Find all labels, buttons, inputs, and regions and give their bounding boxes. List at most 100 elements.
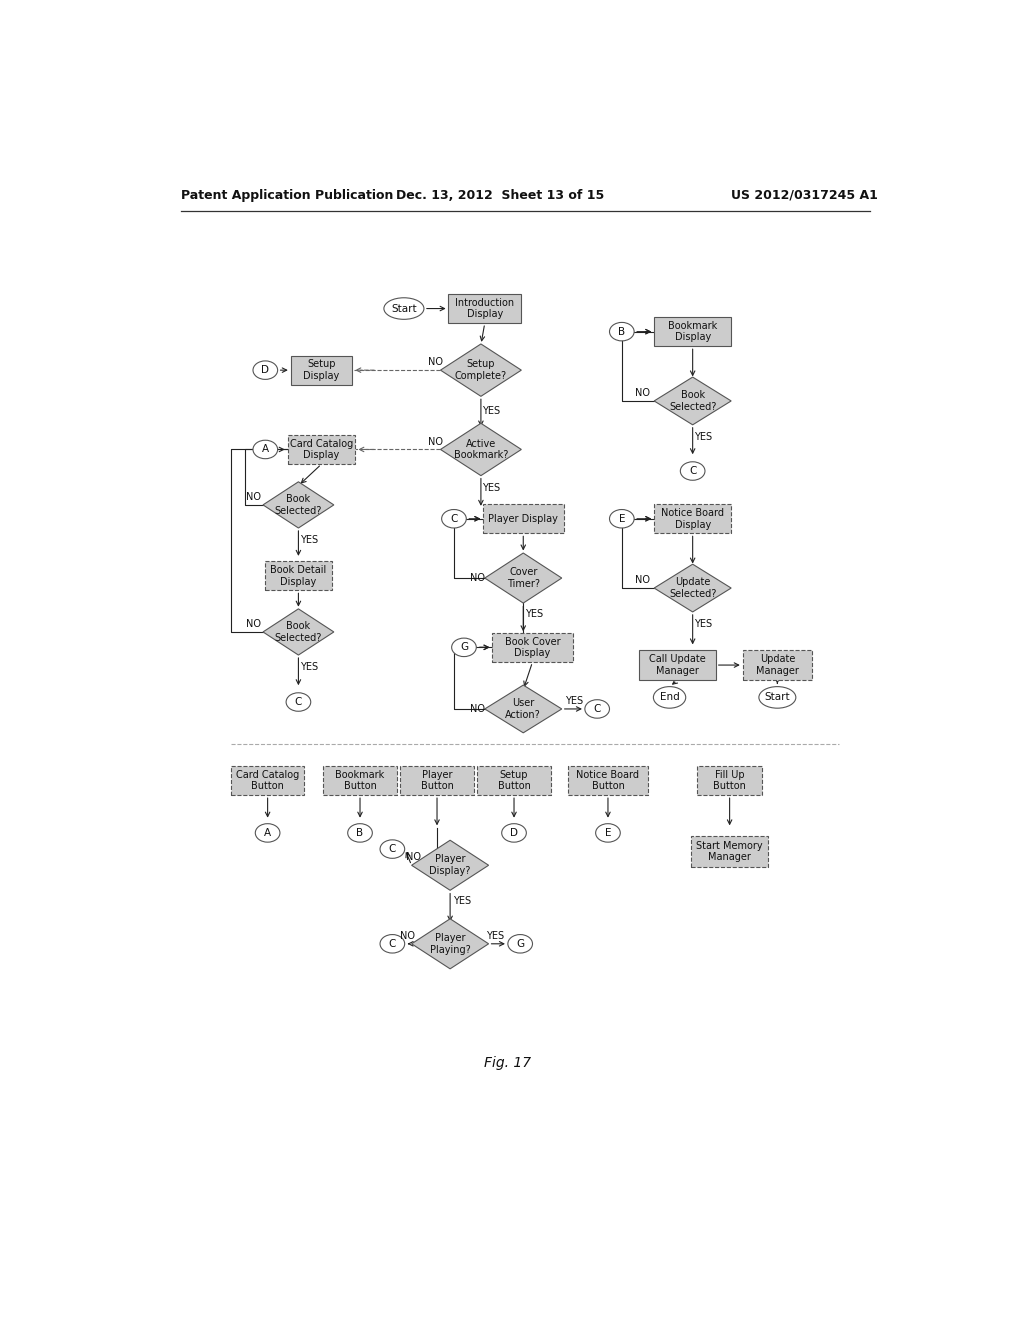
Text: Book Detail
Display: Book Detail Display xyxy=(270,565,327,586)
Ellipse shape xyxy=(759,686,796,708)
Text: Introduction
Display: Introduction Display xyxy=(456,298,514,319)
Ellipse shape xyxy=(680,462,705,480)
Text: C: C xyxy=(389,843,396,854)
FancyBboxPatch shape xyxy=(654,317,731,346)
Ellipse shape xyxy=(609,322,634,341)
Polygon shape xyxy=(412,919,488,969)
Text: Patent Application Publication: Patent Application Publication xyxy=(180,189,393,202)
Text: YES: YES xyxy=(694,432,713,442)
Polygon shape xyxy=(654,378,731,425)
Text: B: B xyxy=(356,828,364,838)
Text: Setup
Button: Setup Button xyxy=(498,770,530,792)
Text: Call Update
Manager: Call Update Manager xyxy=(649,655,706,676)
Text: Card Catalog
Button: Card Catalog Button xyxy=(236,770,299,792)
Polygon shape xyxy=(412,841,488,890)
Polygon shape xyxy=(440,424,521,475)
FancyBboxPatch shape xyxy=(691,836,768,867)
Text: NO: NO xyxy=(246,492,261,502)
Text: YES: YES xyxy=(453,896,471,907)
FancyBboxPatch shape xyxy=(483,504,563,533)
FancyBboxPatch shape xyxy=(742,649,812,681)
Polygon shape xyxy=(263,609,334,655)
Polygon shape xyxy=(654,564,731,612)
Text: Active
Bookmark?: Active Bookmark? xyxy=(454,438,508,461)
Text: User
Action?: User Action? xyxy=(506,698,541,719)
Ellipse shape xyxy=(253,360,278,379)
Text: Player Display: Player Display xyxy=(488,513,558,524)
Text: Book Cover
Display: Book Cover Display xyxy=(505,636,560,659)
Text: Setup
Display: Setup Display xyxy=(303,359,340,381)
Ellipse shape xyxy=(348,824,373,842)
Text: NO: NO xyxy=(635,388,650,399)
Text: B: B xyxy=(618,326,626,337)
Text: Setup
Complete?: Setup Complete? xyxy=(455,359,507,381)
Polygon shape xyxy=(484,685,562,733)
Ellipse shape xyxy=(596,824,621,842)
Text: Book
Selected?: Book Selected? xyxy=(274,622,323,643)
Text: NO: NO xyxy=(428,437,443,446)
FancyBboxPatch shape xyxy=(449,294,521,323)
Ellipse shape xyxy=(585,700,609,718)
Ellipse shape xyxy=(384,298,424,319)
Text: E: E xyxy=(618,513,625,524)
Text: D: D xyxy=(510,828,518,838)
FancyBboxPatch shape xyxy=(324,766,396,795)
Text: Start: Start xyxy=(391,304,417,314)
FancyBboxPatch shape xyxy=(264,561,333,590)
Text: Bookmark
Display: Bookmark Display xyxy=(668,321,717,342)
Text: YES: YES xyxy=(482,407,500,416)
Text: Bookmark
Button: Bookmark Button xyxy=(336,770,385,792)
Text: D: D xyxy=(261,366,269,375)
Polygon shape xyxy=(263,482,334,528)
Text: YES: YES xyxy=(694,619,713,630)
Text: Card Catalog
Display: Card Catalog Display xyxy=(290,438,353,461)
FancyBboxPatch shape xyxy=(697,766,762,795)
Text: YES: YES xyxy=(565,696,583,706)
Ellipse shape xyxy=(609,510,634,528)
Text: C: C xyxy=(689,466,696,477)
Text: YES: YES xyxy=(482,483,500,492)
Text: C: C xyxy=(451,513,458,524)
Text: YES: YES xyxy=(300,661,318,672)
Text: NO: NO xyxy=(470,704,484,714)
FancyBboxPatch shape xyxy=(231,766,304,795)
Text: US 2012/0317245 A1: US 2012/0317245 A1 xyxy=(730,189,878,202)
Ellipse shape xyxy=(255,824,280,842)
Ellipse shape xyxy=(653,686,686,708)
FancyBboxPatch shape xyxy=(567,766,648,795)
Text: Player
Playing?: Player Playing? xyxy=(430,933,470,954)
Text: G: G xyxy=(460,643,468,652)
Text: C: C xyxy=(594,704,601,714)
Ellipse shape xyxy=(441,510,466,528)
FancyBboxPatch shape xyxy=(639,649,716,681)
FancyBboxPatch shape xyxy=(477,766,551,795)
Text: Update
Manager: Update Manager xyxy=(756,655,799,676)
Text: Player
Button: Player Button xyxy=(421,770,454,792)
Text: Start Memory
Manager: Start Memory Manager xyxy=(696,841,763,862)
Text: Notice Board
Button: Notice Board Button xyxy=(577,770,639,792)
Text: C: C xyxy=(295,697,302,708)
Text: Update
Selected?: Update Selected? xyxy=(669,577,717,599)
Text: NO: NO xyxy=(246,619,261,630)
Polygon shape xyxy=(484,553,562,603)
Ellipse shape xyxy=(286,693,310,711)
Text: YES: YES xyxy=(525,610,543,619)
Ellipse shape xyxy=(380,840,404,858)
Text: YES: YES xyxy=(300,535,318,545)
Text: G: G xyxy=(516,939,524,949)
Text: C: C xyxy=(389,939,396,949)
Text: Notice Board
Display: Notice Board Display xyxy=(662,508,724,529)
Text: Fill Up
Button: Fill Up Button xyxy=(713,770,746,792)
Text: Cover
Timer?: Cover Timer? xyxy=(507,568,540,589)
Text: Start: Start xyxy=(765,693,791,702)
Text: Fig. 17: Fig. 17 xyxy=(484,1056,531,1071)
Text: A: A xyxy=(262,445,269,454)
Text: NO: NO xyxy=(400,931,416,941)
FancyBboxPatch shape xyxy=(288,434,355,465)
Ellipse shape xyxy=(253,441,278,459)
Text: Dec. 13, 2012  Sheet 13 of 15: Dec. 13, 2012 Sheet 13 of 15 xyxy=(396,189,604,202)
FancyBboxPatch shape xyxy=(291,355,352,385)
Text: Book
Selected?: Book Selected? xyxy=(669,391,717,412)
Ellipse shape xyxy=(380,935,404,953)
Ellipse shape xyxy=(508,935,532,953)
